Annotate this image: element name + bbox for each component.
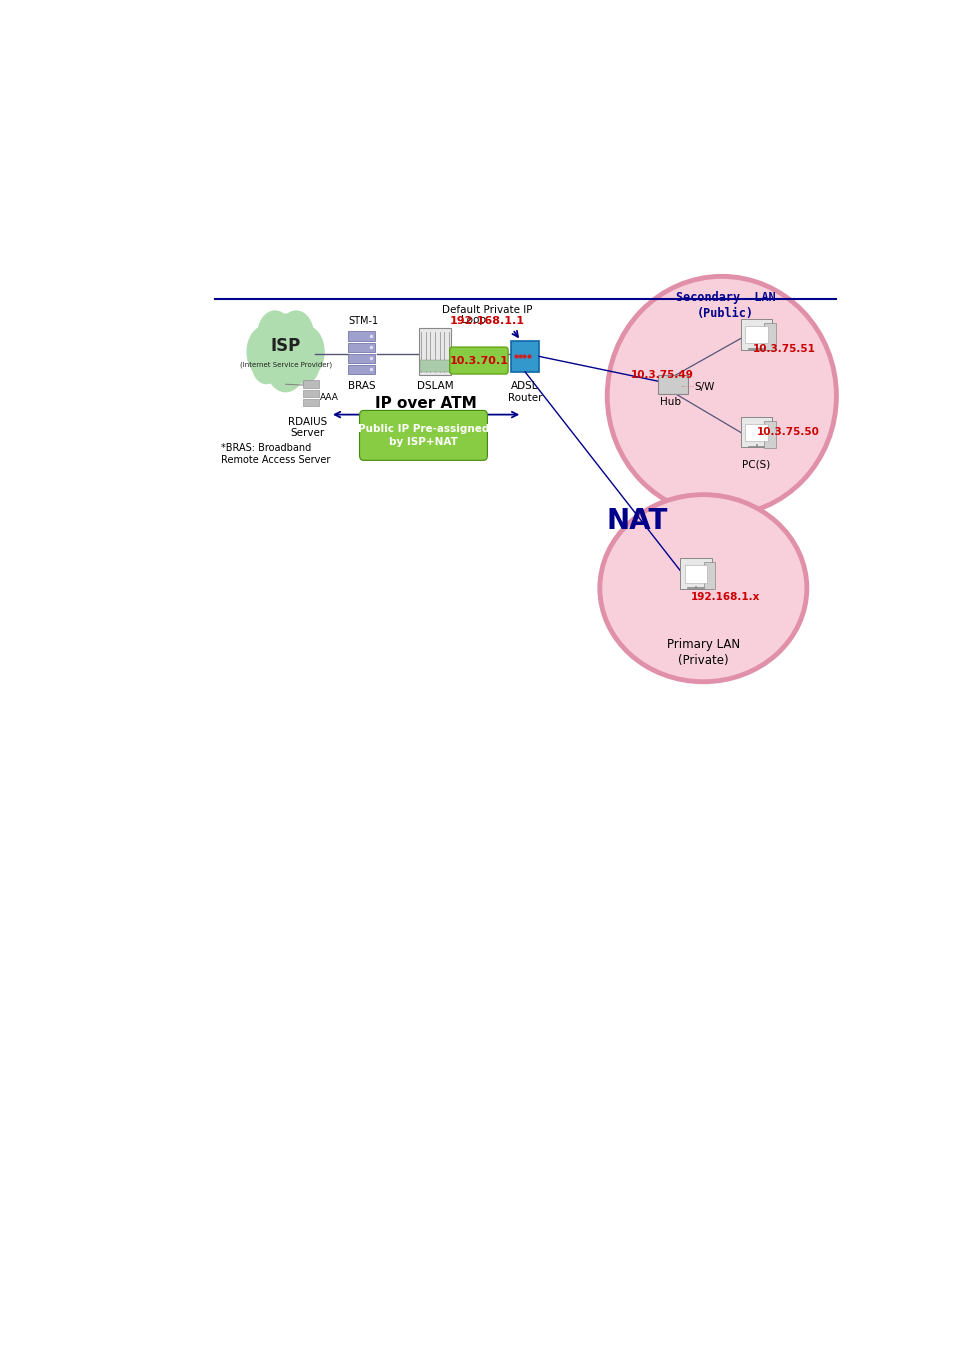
FancyBboxPatch shape	[740, 319, 772, 350]
Circle shape	[252, 343, 280, 383]
Text: ADSL
Router: ADSL Router	[507, 381, 542, 402]
Text: IP over ATM: IP over ATM	[375, 397, 476, 412]
FancyBboxPatch shape	[348, 331, 375, 340]
Text: STM-1: STM-1	[348, 316, 378, 327]
Circle shape	[265, 335, 306, 392]
FancyBboxPatch shape	[302, 400, 318, 406]
FancyBboxPatch shape	[763, 323, 775, 350]
Ellipse shape	[599, 494, 806, 682]
FancyBboxPatch shape	[302, 381, 318, 387]
Circle shape	[290, 343, 319, 383]
Text: DSLAM: DSLAM	[416, 381, 453, 392]
Circle shape	[260, 315, 311, 385]
Text: 10.3.70.1: 10.3.70.1	[449, 355, 508, 366]
Text: Default Private IP: Default Private IP	[442, 305, 532, 315]
FancyBboxPatch shape	[703, 562, 715, 589]
Text: 192.168.1.x: 192.168.1.x	[690, 591, 760, 602]
FancyBboxPatch shape	[348, 343, 375, 352]
Text: Loop: Loop	[460, 315, 485, 325]
Text: *BRAS: Broadband
Remote Access Server: *BRAS: Broadband Remote Access Server	[221, 443, 331, 464]
Text: 192.168.1.1: 192.168.1.1	[450, 316, 524, 327]
Text: ISP: ISP	[271, 338, 300, 355]
FancyBboxPatch shape	[511, 340, 538, 373]
FancyBboxPatch shape	[763, 421, 775, 448]
FancyBboxPatch shape	[658, 375, 687, 394]
Text: AAA: AAA	[320, 393, 339, 402]
FancyBboxPatch shape	[744, 424, 767, 441]
FancyBboxPatch shape	[419, 360, 449, 373]
FancyBboxPatch shape	[679, 558, 711, 589]
FancyBboxPatch shape	[744, 327, 767, 343]
FancyBboxPatch shape	[684, 566, 706, 583]
Text: PC(S): PC(S)	[741, 459, 770, 470]
FancyBboxPatch shape	[302, 390, 318, 397]
Text: (Internet Service Provider): (Internet Service Provider)	[239, 362, 332, 369]
Ellipse shape	[606, 277, 836, 516]
Text: 10.3.75.51: 10.3.75.51	[753, 344, 815, 354]
Circle shape	[247, 327, 283, 378]
Circle shape	[287, 327, 324, 378]
Text: Primary LAN
(Private): Primary LAN (Private)	[666, 639, 740, 667]
Text: S/W: S/W	[694, 382, 714, 391]
FancyBboxPatch shape	[418, 328, 451, 375]
FancyBboxPatch shape	[348, 354, 375, 363]
Text: 10.3.75.50: 10.3.75.50	[756, 427, 819, 437]
Text: BRAS: BRAS	[348, 381, 375, 392]
FancyBboxPatch shape	[740, 417, 772, 447]
Text: Public IP Pre-assigned
by ISP+NAT: Public IP Pre-assigned by ISP+NAT	[357, 424, 489, 447]
Text: NAT: NAT	[605, 506, 667, 535]
Text: ......: ......	[679, 379, 693, 389]
Text: RDAIUS
Server: RDAIUS Server	[288, 417, 327, 439]
FancyBboxPatch shape	[359, 410, 487, 460]
Text: Secondary  LAN
(Public): Secondary LAN (Public)	[675, 292, 775, 320]
Text: 10.3.75.49: 10.3.75.49	[631, 370, 694, 381]
Circle shape	[257, 310, 292, 359]
FancyBboxPatch shape	[348, 364, 375, 374]
Circle shape	[278, 310, 314, 359]
FancyBboxPatch shape	[449, 347, 508, 374]
Text: Hub: Hub	[659, 397, 679, 408]
